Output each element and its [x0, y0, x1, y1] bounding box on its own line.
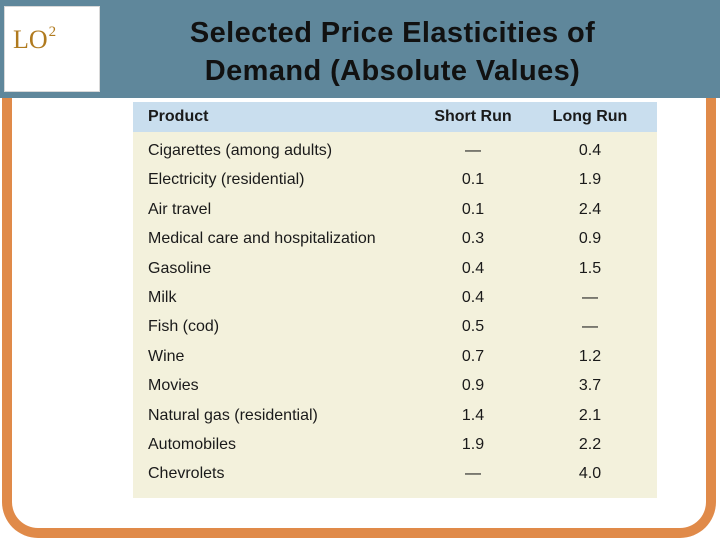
cell-product: Cigarettes (among adults) — [148, 142, 333, 159]
cell-short-run: 1.9 — [461, 436, 485, 453]
cell-short-run: 0.4 — [461, 289, 485, 306]
cell-product: Gasoline — [148, 259, 212, 277]
cell-product: Chevrolets — [148, 465, 225, 483]
header-band — [0, 0, 720, 98]
cell-long-run: 1.9 — [578, 171, 602, 189]
learning-objective-label: LO2 — [13, 24, 57, 54]
slide-title-line-2: Demand (Absolute Values) — [204, 55, 581, 87]
cell-long-run: 4.0 — [578, 465, 602, 483]
cell-short-run: 0.4 — [461, 259, 485, 277]
table-row: Gasoline 0.4 1.5 — [133, 254, 657, 283]
cell-short-run: 0.5 — [461, 318, 485, 336]
header-short-run: Short Run — [434, 108, 512, 125]
cell-product: Wine — [148, 347, 185, 365]
table-row: Medical care and hospitalization 0.3 0.9 — [133, 224, 657, 253]
cell-short-run: — — [465, 465, 481, 483]
table-row: Milk 0.4 — — [133, 283, 657, 312]
cell-long-run: 0.9 — [578, 230, 602, 248]
cell-product: Electricity (residential) — [148, 171, 305, 189]
header-product: Product — [148, 108, 209, 125]
cell-short-run: 0.1 — [461, 200, 485, 218]
table-row: Cigarettes (among adults) — 0.4 — [133, 136, 657, 165]
cell-long-run: 1.2 — [578, 347, 602, 365]
cell-short-run: 0.9 — [461, 377, 485, 395]
cell-long-run: 1.5 — [578, 259, 602, 277]
cell-product: Milk — [148, 289, 177, 306]
cell-short-run: 0.3 — [461, 230, 485, 248]
cell-product: Medical care and hospitalization — [148, 230, 376, 248]
cell-product: Automobiles — [148, 436, 237, 453]
learning-objective-number: 2 — [48, 24, 57, 40]
cell-short-run: 0.7 — [461, 347, 485, 365]
cell-product: Fish (cod) — [148, 318, 220, 336]
table-row: Movies 0.9 3.7 — [133, 371, 657, 400]
header-long-run: Long Run — [552, 108, 628, 125]
cell-long-run: 3.7 — [578, 377, 602, 395]
cell-long-run: 0.4 — [578, 142, 602, 159]
slide-title-line-1: Selected Price Elasticities of — [189, 17, 596, 49]
cell-long-run: 2.1 — [578, 406, 602, 424]
elasticity-table: Product Short Run Long Run Cigarettes (a… — [133, 98, 657, 498]
table-row: Natural gas (residential) 1.4 2.1 — [133, 401, 657, 430]
table-row: Chevrolets — 4.0 — [133, 459, 657, 488]
cell-product: Movies — [148, 377, 199, 395]
table-row: Air travel 0.1 2.4 — [133, 195, 657, 224]
cell-product: Air travel — [148, 200, 212, 218]
cell-product: Natural gas (residential) — [148, 406, 318, 424]
cell-long-run: 2.4 — [578, 200, 602, 218]
table-row: Wine 0.7 1.2 — [133, 342, 657, 371]
table-header: Product Short Run Long Run — [133, 102, 657, 132]
cell-short-run: — — [465, 142, 481, 159]
cell-long-run: 2.2 — [578, 436, 602, 453]
cell-long-run: — — [582, 318, 598, 336]
slide-frame — [2, 98, 716, 538]
table-row: Electricity (residential) 0.1 1.9 — [133, 165, 657, 194]
cell-long-run: — — [582, 289, 598, 306]
cell-short-run: 0.1 — [461, 171, 485, 189]
learning-objective-badge: LO2 — [4, 6, 100, 92]
slide-title: Selected Price Elasticities of Demand (A… — [120, 14, 665, 90]
table-row: Fish (cod) 0.5 — — [133, 312, 657, 341]
cell-short-run: 1.4 — [461, 406, 485, 424]
table-row: Automobiles 1.9 2.2 — [133, 430, 657, 459]
